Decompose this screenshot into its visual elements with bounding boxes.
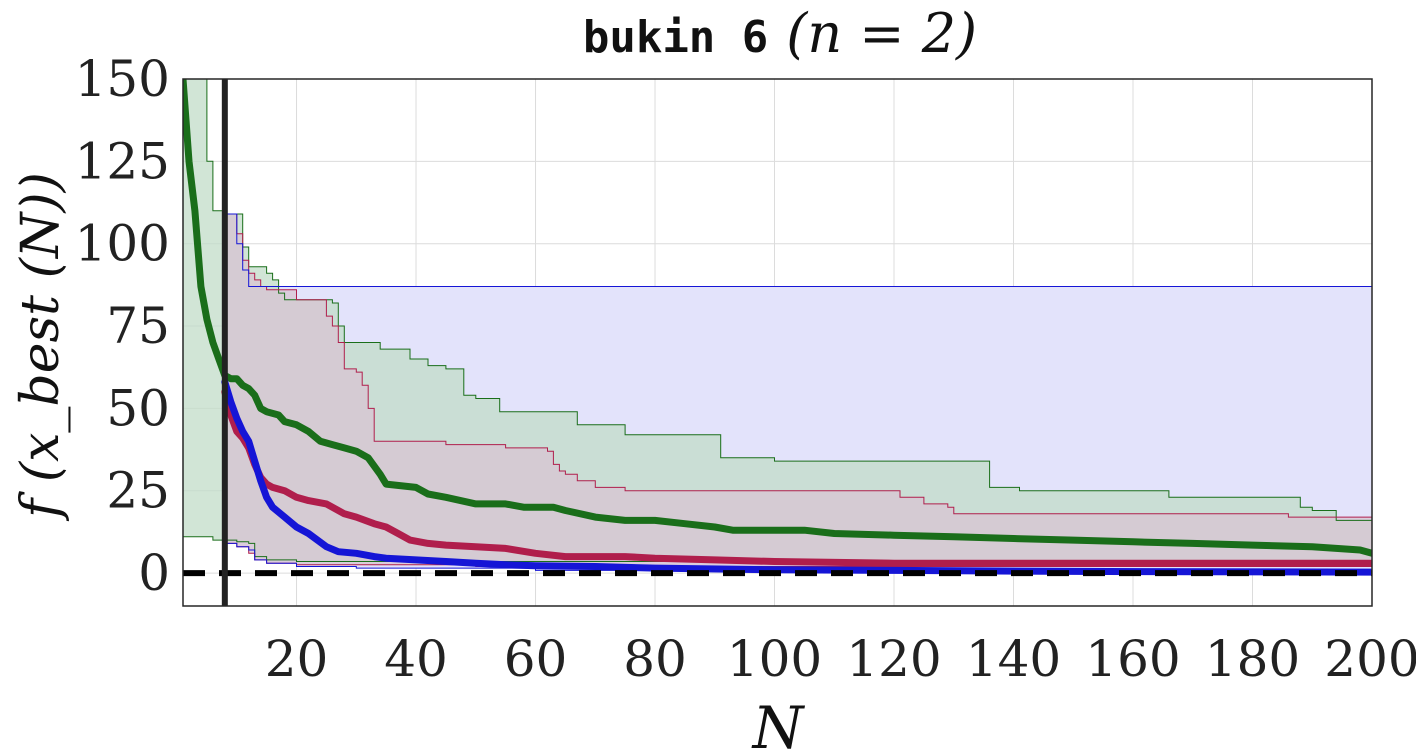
y-tick-labels: 0 25 50 75 100 125 150 [75,50,170,602]
y-tick-label: 125 [75,132,170,190]
chart-title-math: (n = 2) [786,2,977,65]
bands-layer [183,79,1372,573]
x-tick-label: 20 [265,630,329,688]
x-tick-label: 60 [504,630,568,688]
y-tick-label: 0 [138,544,170,602]
x-tick-label: 160 [1085,630,1180,688]
x-tick-labels: 20 40 60 80 100 120 140 160 180 200 [265,630,1416,688]
reference-lines-layer [183,79,1372,606]
plot-frame [182,78,1373,607]
y-tick-label: 150 [75,50,170,108]
red-band [224,214,1372,569]
green-median-line [183,79,1372,557]
chart-title: bukin 6 (n = 2) [583,2,977,65]
median-lines-layer [183,79,1372,576]
y-tick-label: 75 [106,297,170,355]
x-axis-label: N [751,694,806,752]
x-tick-label: 140 [966,630,1061,688]
x-tick-label: 200 [1324,630,1416,688]
green-band-upper-edge [183,79,1372,521]
y-tick-label: 50 [106,379,170,437]
green-band-lower-edge [183,536,1372,564]
x-tick-label: 180 [1205,630,1300,688]
x-tick-label: 80 [623,630,687,688]
x-tick-label: 40 [384,630,448,688]
x-tick-label: 120 [846,630,941,688]
y-axis-label: f (x_best (N)) [11,172,71,522]
x-tick-label: 100 [727,630,822,688]
green-band [183,79,1372,564]
y-tick-label: 100 [75,215,170,273]
blue-median-line [221,378,1372,576]
chart-title-prefix: bukin 6 [583,12,768,63]
blue-band-upper-edge [224,213,1372,287]
y-tick-label: 25 [106,462,170,520]
